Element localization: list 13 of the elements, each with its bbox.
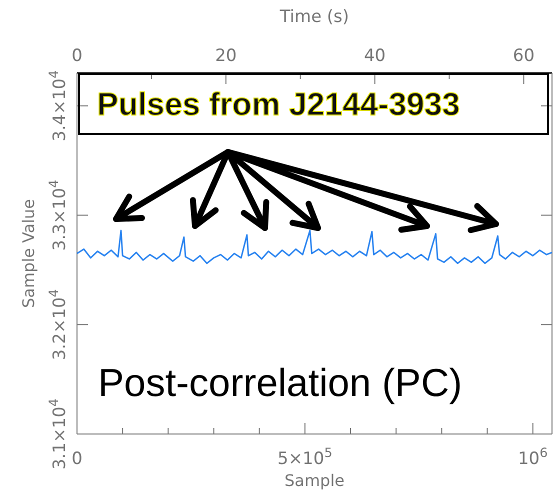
y-axis-title: Sample Value [19, 198, 38, 308]
annotation: Post-correlation (PC) [98, 362, 462, 405]
x2-tick-label: 20 [215, 46, 237, 66]
x2-tick-label: 0 [72, 46, 82, 66]
annotation: Pulses from J2144-3933 [97, 86, 460, 122]
x2-axis-title: Time (s) [278, 7, 350, 27]
x-tick-label: 0 [72, 449, 82, 469]
x-tick-label: 10$^{6}$ [518, 446, 548, 469]
x-tick-label: 5×10$^{5}$ [278, 446, 332, 469]
x2-tick-label: 40 [364, 46, 386, 66]
x2-tick-label: 60 [512, 46, 535, 66]
line-series [76, 230, 553, 264]
x-axis-title: Sample [284, 471, 344, 490]
